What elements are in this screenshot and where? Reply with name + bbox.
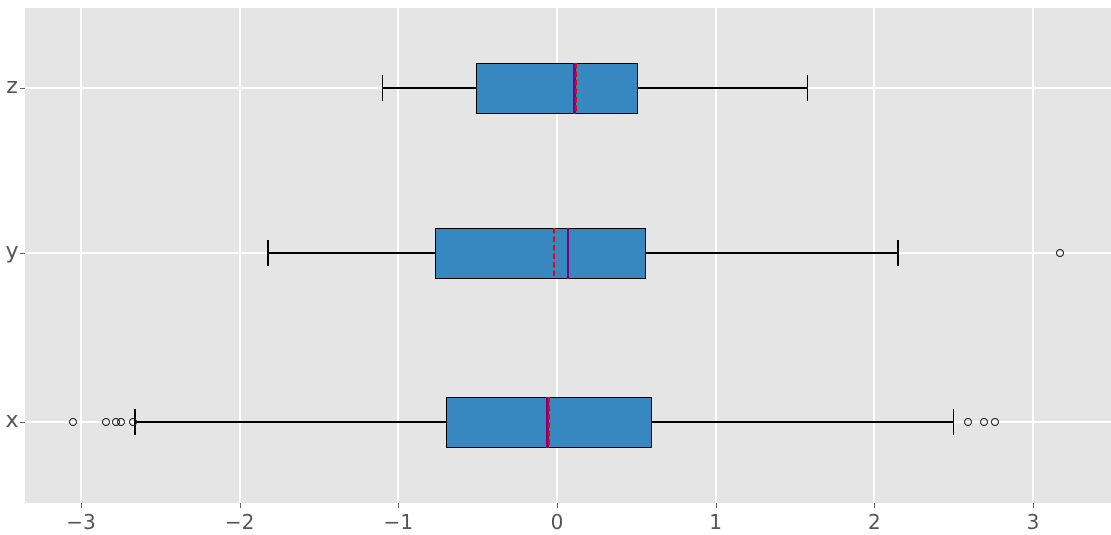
x-tick-label: 1 <box>709 510 723 534</box>
outlier-point-y <box>1055 249 1064 257</box>
x-tick-label: −3 <box>66 510 96 534</box>
x-gridline <box>397 8 400 503</box>
plot-area <box>25 8 1111 503</box>
outlier-point-x <box>129 418 138 426</box>
x-tick-mark <box>398 503 400 508</box>
x-gridline <box>238 8 241 503</box>
x-tick-mark <box>557 503 558 508</box>
x-tick-mark <box>1033 503 1034 508</box>
x-tick-mark <box>715 503 717 508</box>
mean-line-y <box>552 227 556 279</box>
whisker-cap-high-x <box>952 409 955 435</box>
outlier-point-x <box>116 418 125 426</box>
whisker-cap-low-z <box>381 75 384 101</box>
y-tick-mark <box>20 88 25 89</box>
x-tick-label: 0 <box>550 510 564 534</box>
y-tick-mark <box>20 422 25 423</box>
y-tick-label-x: x <box>5 408 19 433</box>
box-z <box>476 62 638 114</box>
x-tick-label: 3 <box>1026 510 1040 534</box>
x-gridline <box>1032 8 1034 503</box>
x-tick-mark <box>874 503 876 508</box>
outlier-point-x <box>102 418 111 426</box>
whisker-cap-high-y <box>897 240 899 266</box>
x-tick-label: 2 <box>867 510 881 534</box>
x-tick-label: −1 <box>383 510 414 534</box>
mean-line-z <box>574 62 578 114</box>
y-tick-label-z: z <box>6 74 18 99</box>
mean-line-x <box>547 396 551 448</box>
whisker-cap-low-y <box>267 240 269 266</box>
x-tick-mark <box>239 503 241 508</box>
x-gridline <box>873 8 876 503</box>
x-tick-mark <box>80 503 82 508</box>
x-tick-label: −2 <box>224 510 255 534</box>
median-line-x <box>546 396 549 448</box>
x-gridline <box>79 8 82 503</box>
whisker-cap-high-z <box>806 75 809 101</box>
outlier-point-x <box>69 418 78 426</box>
box-y <box>434 227 646 279</box>
median-line-y <box>566 227 570 279</box>
y-tick-label-y: y <box>5 239 19 264</box>
median-line-z <box>573 62 576 114</box>
outlier-point-x <box>963 418 972 426</box>
x-gridline <box>714 8 717 503</box>
outlier-point-x <box>990 418 999 426</box>
y-tick-mark <box>20 253 25 254</box>
outlier-point-x <box>979 418 988 426</box>
